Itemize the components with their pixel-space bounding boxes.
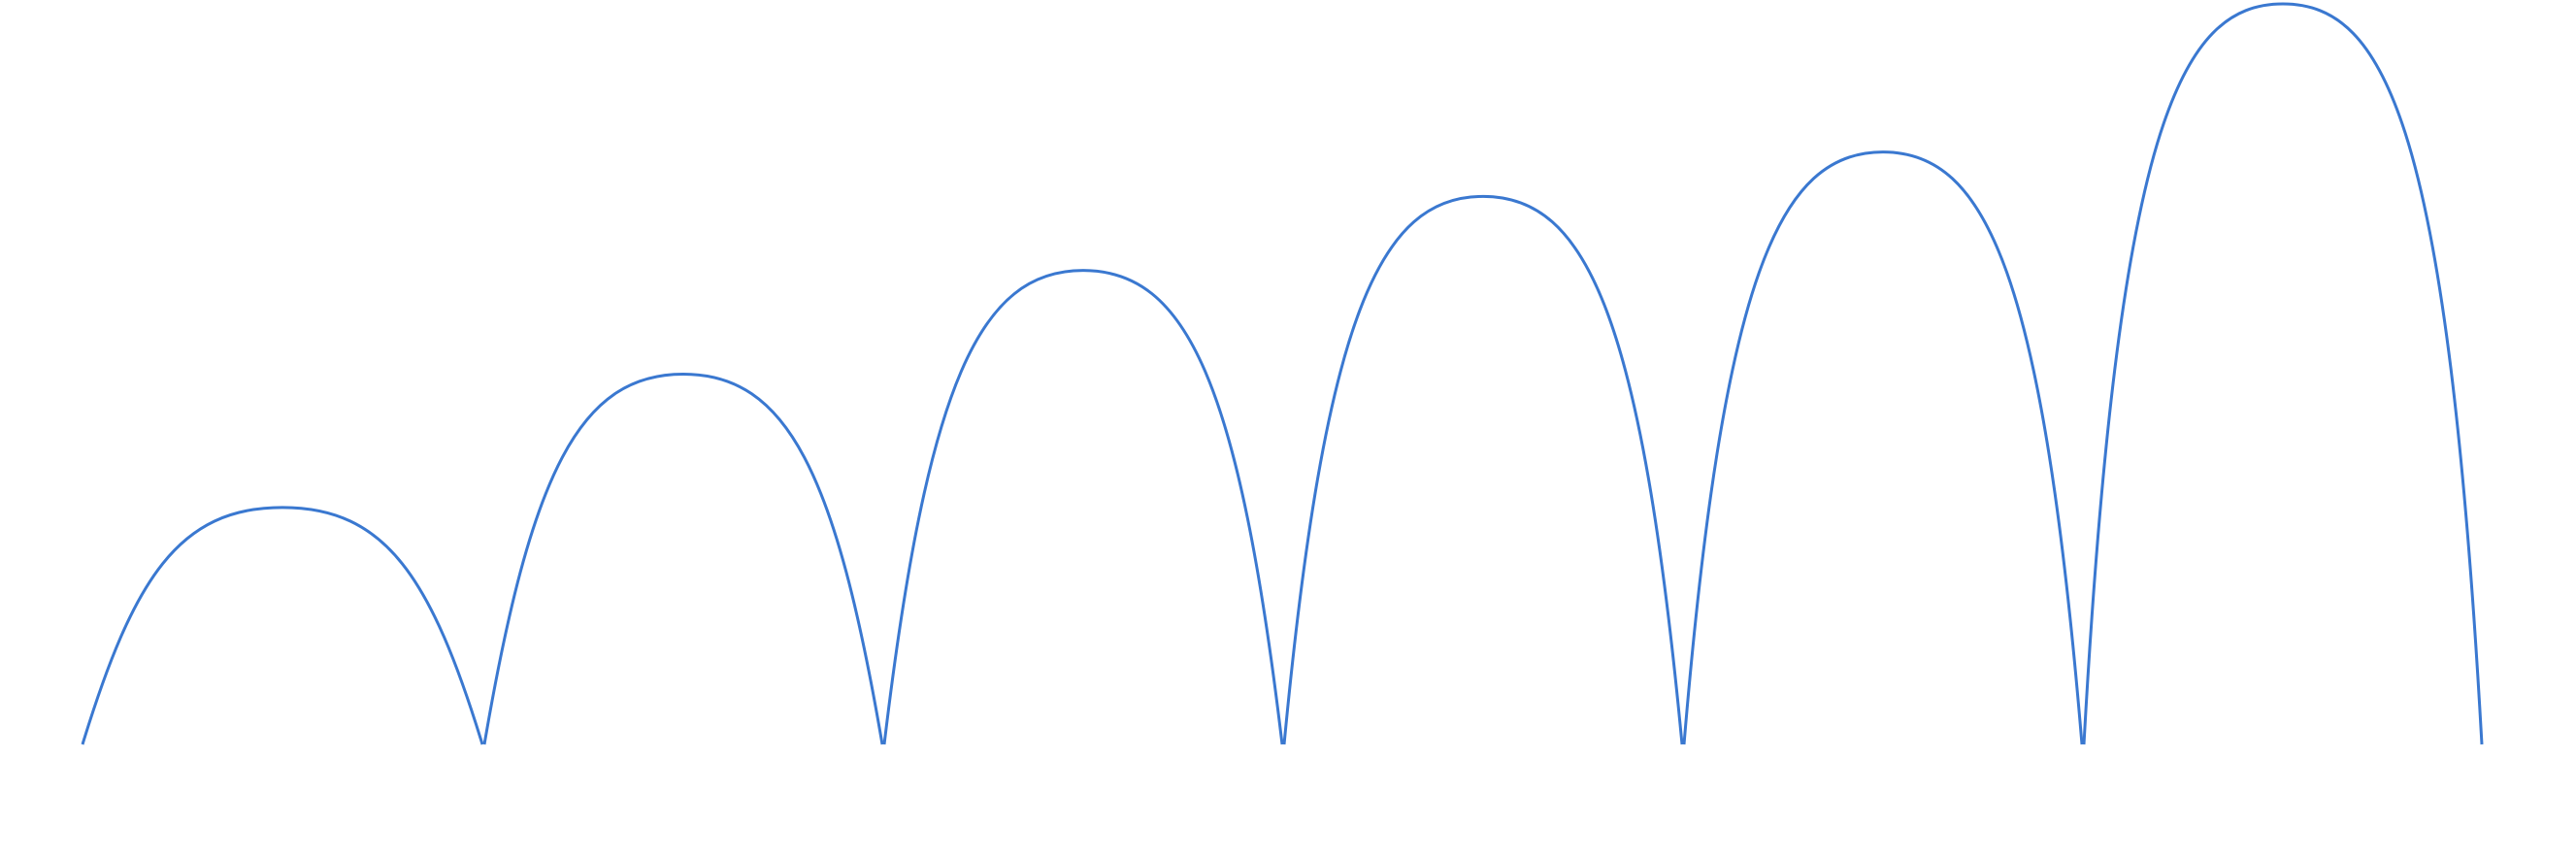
arch-1 <box>81 506 484 745</box>
arch-2 <box>482 373 884 745</box>
arch-6 <box>2082 2 2484 745</box>
arch-4 <box>1282 194 1684 745</box>
arch-3 <box>882 269 1284 745</box>
arch-5 <box>1682 150 2084 745</box>
